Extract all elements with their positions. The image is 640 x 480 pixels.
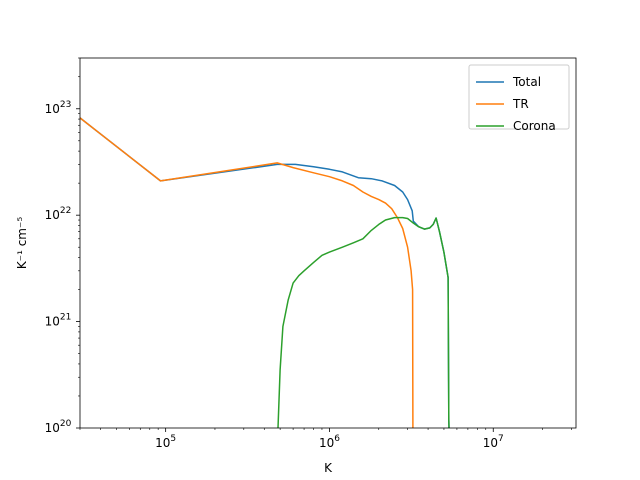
series-layer (79, 117, 450, 429)
series-line-corona (277, 216, 450, 429)
x-tick-label: 105 (155, 434, 176, 450)
legend-label-corona: Corona (513, 119, 556, 133)
y-tick-label: 1023 (45, 100, 72, 116)
y-axis-label: K⁻¹ cm⁻⁵ (15, 217, 29, 269)
x-tick-label: 106 (319, 434, 340, 450)
y-tick-label: 1022 (45, 206, 72, 222)
legend: Total TR Corona (468, 64, 570, 133)
y-tick-label: 1020 (45, 419, 72, 435)
plot-frame (79, 57, 577, 429)
legend-label-tr: TR (512, 97, 529, 111)
legend-box (468, 64, 570, 130)
y-tick-label: 1021 (45, 313, 72, 329)
series-line-tr (79, 117, 414, 429)
legend-label-total: Total (512, 75, 541, 89)
x-axis-label: K (324, 461, 333, 475)
x-tick-label: 107 (483, 434, 504, 450)
